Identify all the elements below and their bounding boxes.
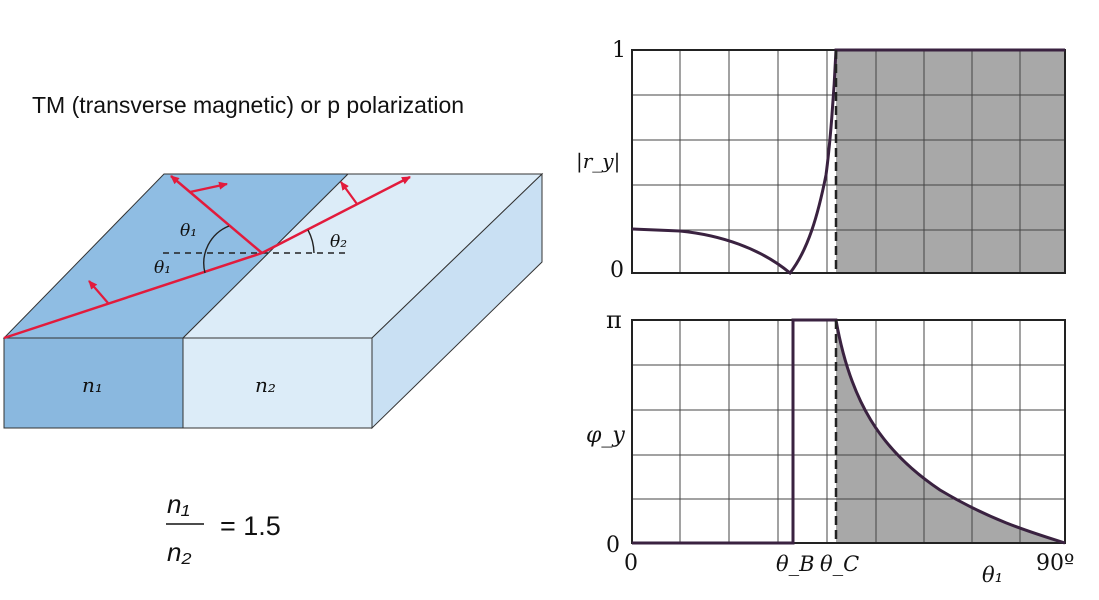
incident-ray — [3, 251, 263, 340]
top-ytick-1: 1 — [612, 38, 626, 63]
xtick-critical: θ_C — [820, 552, 859, 576]
index-ratio-formula: n₁ n₂ = 1.5 — [166, 489, 281, 567]
interface-diagram: θ₁ θ₁ θ₂ n₁ n₂ — [2, 172, 544, 430]
angle-incident-label: θ₁ — [180, 221, 197, 241]
angle-transmitted-label: θ₂ — [330, 232, 347, 252]
reflectance-curve — [631, 48, 1065, 276]
phase-curve — [632, 318, 1066, 545]
formula-rhs: = 1.5 — [220, 511, 281, 541]
xtick-90: 90º — [1036, 551, 1074, 576]
xtick-brewster: θ_B — [776, 552, 815, 576]
page-title: TM (transverse magnetic) or p polarizati… — [32, 92, 465, 118]
formula-numerator: n₁ — [167, 489, 190, 519]
reflectance-phase-plot: π 0 φ_y 0 θ_B θ_C θ₁ 90º — [586, 306, 1074, 587]
bottom-plot-frame — [631, 319, 1066, 544]
medium2-front-face — [182, 337, 373, 429]
tir-shaded-region-top — [836, 50, 1065, 273]
incident-angle-arc — [203, 225, 230, 274]
top-ytick-0: 0 — [610, 258, 624, 283]
transmitted-ray — [261, 175, 411, 255]
block-side-face — [371, 172, 543, 430]
transmitted-field-arrow — [340, 181, 358, 205]
transmitted-angle-arc — [307, 229, 315, 254]
reflected-field-arrow — [189, 181, 228, 194]
bottom-ytick-pi: π — [606, 306, 622, 334]
xtick-0: 0 — [624, 551, 638, 576]
medium1-label: n₁ — [82, 373, 103, 397]
phase-shaded-region — [836, 320, 1065, 543]
angle-reflected-label: θ₁ — [154, 258, 171, 278]
medium2-label: n₂ — [255, 373, 276, 397]
xlabel-theta1: θ₁ — [982, 563, 1003, 587]
incident-field-arrow — [88, 280, 109, 304]
reflectance-magnitude-plot: 1 0 |r_y| — [576, 38, 1066, 283]
reflected-ray — [170, 175, 263, 254]
formula-denominator: n₂ — [167, 537, 191, 567]
top-ylabel: |r_y| — [576, 149, 620, 174]
medium1-front-face — [3, 337, 184, 429]
bottom-ytick-0: 0 — [606, 533, 620, 558]
bottom-grid — [632, 320, 1065, 543]
bottom-ylabel: φ_y — [586, 423, 625, 448]
